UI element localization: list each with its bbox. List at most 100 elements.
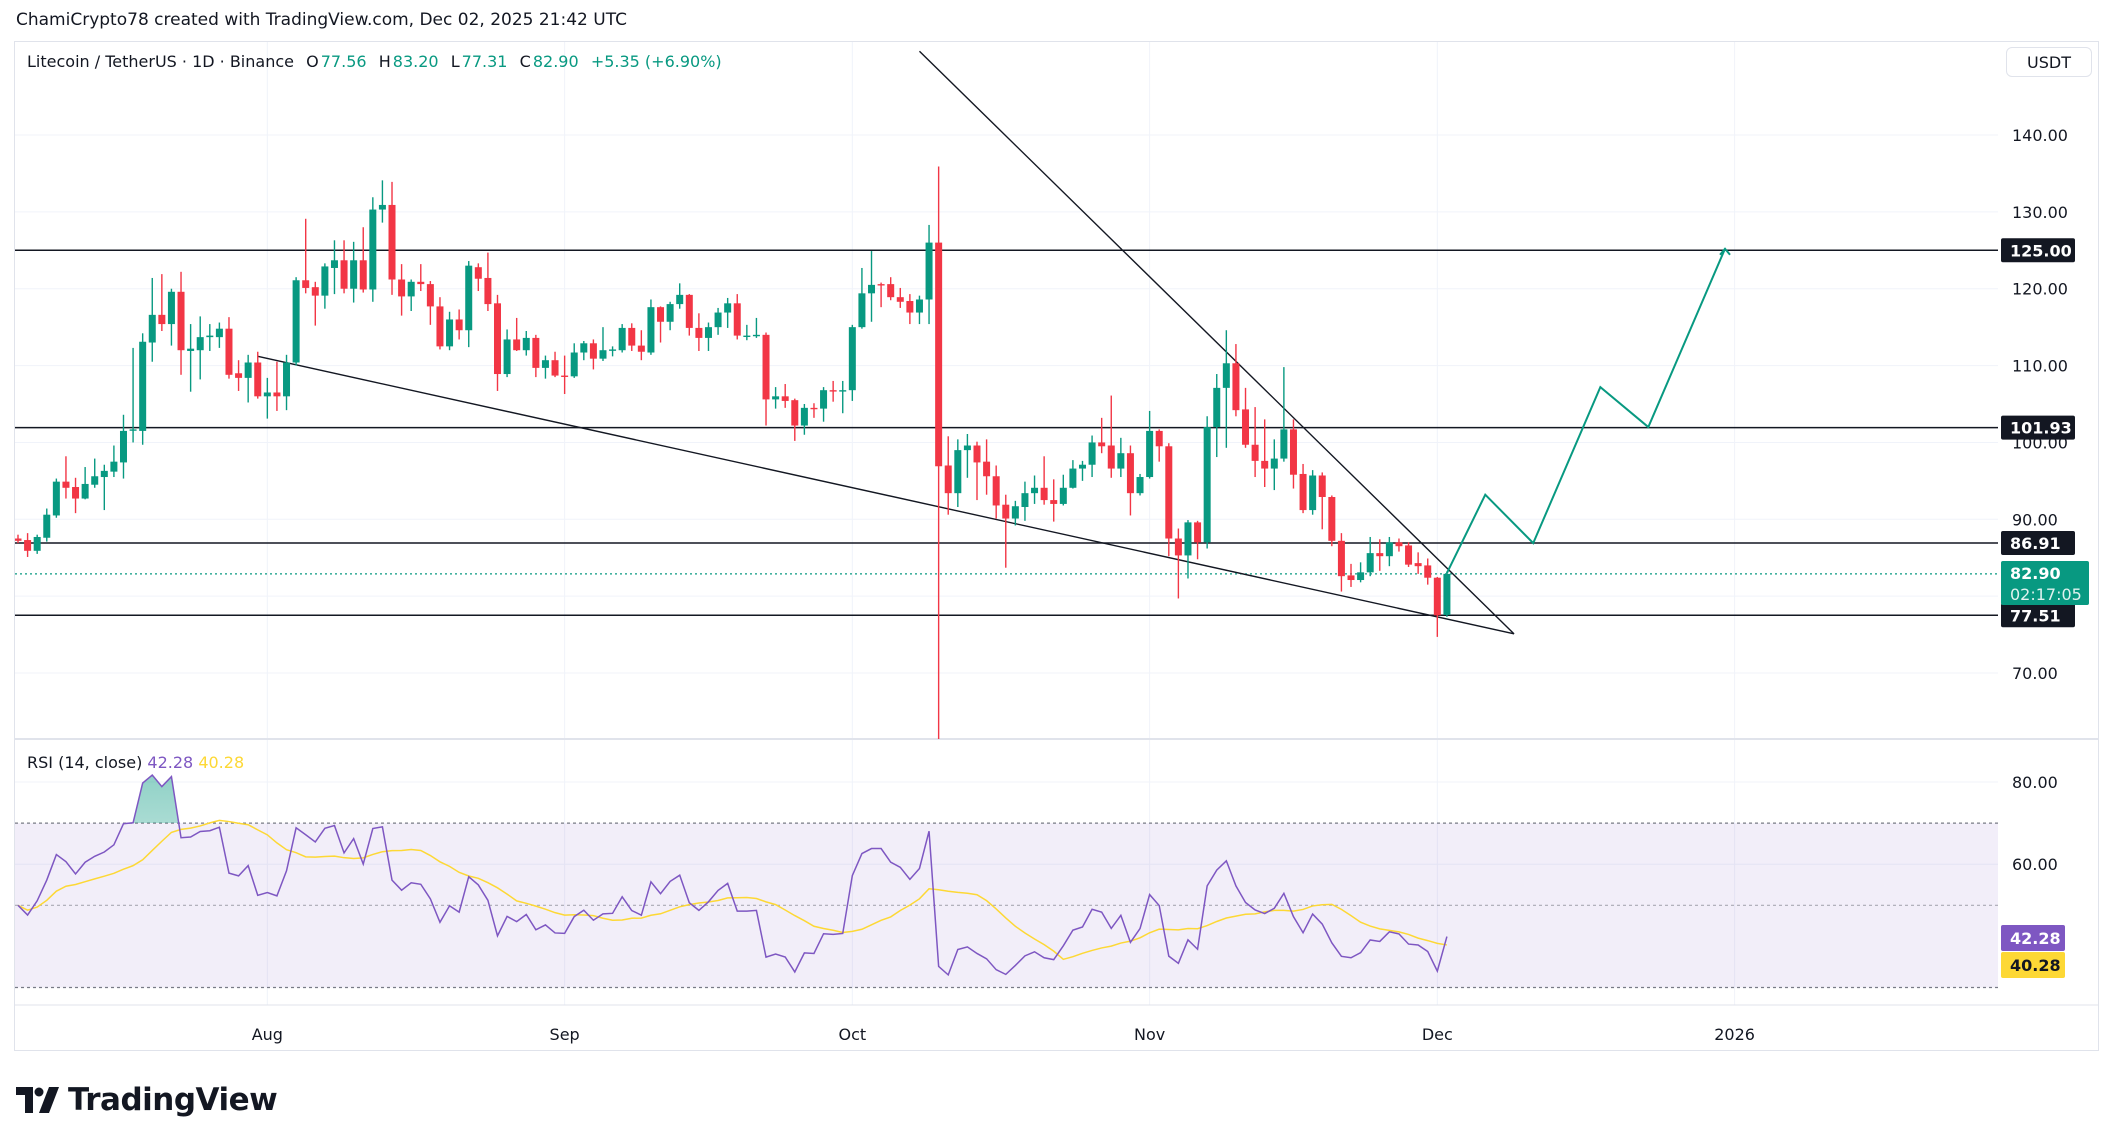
candle-body	[1395, 542, 1403, 547]
candle-body	[350, 260, 358, 289]
bar-countdown: 02:17:05	[2010, 585, 2082, 604]
candle-body	[1203, 427, 1211, 543]
candle	[1117, 437, 1125, 478]
last-price-badge[interactable]: 82.90 02:17:05	[2001, 561, 2089, 605]
candle	[1309, 470, 1317, 515]
candle-body	[1155, 430, 1163, 447]
price-pane[interactable]	[15, 50, 1999, 741]
candle	[1174, 528, 1182, 599]
candle	[244, 354, 252, 403]
candle-body	[580, 343, 588, 353]
time-label-2026: 2026	[1714, 1025, 1755, 1044]
candle	[494, 294, 501, 391]
rsi-legend-value: 42.28	[147, 753, 194, 772]
candle	[1366, 536, 1374, 577]
lower-wedge-line[interactable]	[257, 355, 1515, 635]
currency-button[interactable]: USDT	[2006, 47, 2092, 77]
candle	[1002, 494, 1010, 568]
rsi-line[interactable]	[17, 773, 1448, 977]
candle-body	[1078, 464, 1086, 469]
candle	[1011, 500, 1019, 526]
candle	[474, 263, 482, 292]
symbol-title[interactable]: Litecoin / TetherUS · 1D · Binance	[27, 52, 294, 71]
level-price-badge[interactable]: 125.00	[2001, 238, 2075, 263]
candle	[580, 340, 588, 361]
level-price-badge[interactable]: 86.91	[2001, 531, 2075, 556]
tradingview-logo[interactable]: TradingView	[16, 1082, 278, 1118]
candle	[330, 240, 338, 295]
candle-body	[1433, 577, 1441, 616]
open-value: 77.56	[320, 52, 367, 71]
rsi-value-badge[interactable]: 42.28	[2001, 925, 2065, 951]
candle-body	[1002, 504, 1010, 519]
candle	[637, 330, 645, 361]
price-axis[interactable]: 70.0090.00100.00110.00120.00130.00140.00…	[2001, 126, 2089, 978]
candle-body	[407, 281, 415, 297]
candle-body	[743, 335, 751, 338]
candle-body	[714, 312, 722, 328]
rsi-pane[interactable]	[15, 773, 1998, 989]
candle-body	[1366, 553, 1374, 573]
level-price-badge[interactable]: 101.93	[2001, 415, 2075, 440]
candle	[791, 398, 799, 441]
candle-body	[887, 284, 895, 298]
level-price-badge-text: 77.51	[2010, 606, 2061, 625]
candle	[743, 324, 751, 341]
candle	[1251, 407, 1259, 478]
chart-credit: ChamiCrypto78 created with TradingView.c…	[16, 10, 627, 30]
rsi-ma-value-badge[interactable]: 40.28	[2001, 952, 2065, 978]
candle-body	[15, 538, 22, 541]
candle	[1194, 520, 1202, 560]
candle	[177, 271, 185, 375]
rsi-title[interactable]: RSI (14, close)	[27, 753, 143, 772]
projection-path[interactable]	[1446, 248, 1726, 574]
candle	[1155, 429, 1163, 462]
candle	[752, 317, 760, 338]
candle-body	[1376, 553, 1384, 557]
candle-body	[446, 319, 454, 347]
time-label-dec: Dec	[1422, 1025, 1453, 1044]
candle	[455, 309, 463, 340]
candle	[139, 333, 147, 445]
candle-body	[791, 400, 799, 426]
close-label: C	[519, 52, 531, 71]
candle	[24, 533, 32, 557]
candle	[292, 277, 300, 366]
candle-body	[321, 266, 329, 296]
candle	[129, 347, 137, 443]
candle	[321, 263, 329, 309]
open-label: O	[306, 52, 319, 71]
candle-body	[1270, 458, 1278, 469]
candle	[1098, 417, 1106, 454]
candle	[91, 458, 99, 488]
candle	[302, 218, 310, 294]
candle-body	[177, 291, 185, 351]
time-label-oct: Oct	[838, 1025, 866, 1044]
candle	[522, 330, 530, 356]
candle	[158, 274, 166, 331]
candle	[1088, 435, 1096, 478]
upper-wedge-line[interactable]	[918, 50, 1515, 635]
candle-body	[1213, 387, 1221, 428]
candle	[388, 181, 396, 295]
candle	[417, 264, 425, 292]
candle-body	[52, 481, 60, 516]
candle-body	[1443, 573, 1451, 615]
candle-body	[283, 362, 291, 397]
time-axis[interactable]: Aug Sep Oct Nov Dec 2026	[252, 1025, 1755, 1044]
price-tick-label: 90.00	[2012, 510, 2058, 529]
candle-body	[1405, 545, 1413, 565]
candle	[800, 404, 808, 435]
candle	[992, 465, 1000, 519]
symbol-legend: Litecoin / TetherUS · 1D · Binance O 77.5…	[27, 52, 724, 71]
candle	[954, 439, 962, 508]
grid-lines	[15, 42, 1998, 1005]
tradingview-logo-text: TradingView	[68, 1082, 278, 1118]
candle	[704, 322, 712, 351]
candle	[484, 252, 492, 312]
level-price-badge[interactable]: 77.51	[2001, 603, 2075, 628]
candle-body	[628, 327, 636, 346]
candle-body	[1146, 430, 1154, 478]
candle	[1337, 533, 1345, 592]
